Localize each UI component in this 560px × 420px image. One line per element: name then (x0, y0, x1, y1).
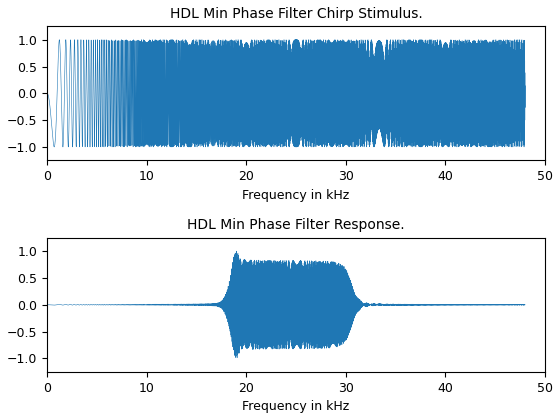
X-axis label: Frequency in kHz: Frequency in kHz (242, 189, 350, 202)
X-axis label: Frequency in kHz: Frequency in kHz (242, 400, 350, 413)
Title: HDL Min Phase Filter Chirp Stimulus.: HDL Min Phase Filter Chirp Stimulus. (170, 7, 422, 21)
Title: HDL Min Phase Filter Response.: HDL Min Phase Filter Response. (187, 218, 405, 232)
